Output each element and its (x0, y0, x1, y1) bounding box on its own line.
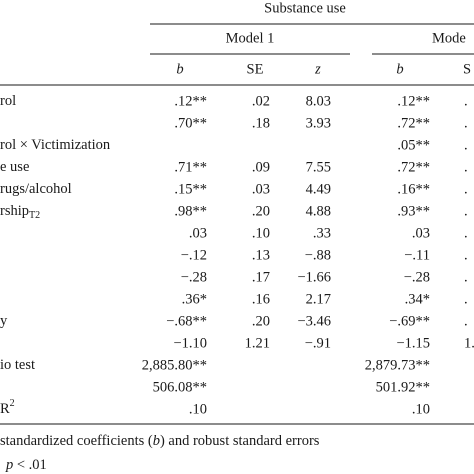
cell: −3.46 (297, 313, 331, 329)
cell: −1.15 (396, 335, 430, 351)
cell: .16 (252, 291, 270, 307)
label-subscript: T2 (29, 210, 40, 221)
cell: .03 (189, 225, 207, 241)
cell: 1.21 (245, 335, 270, 351)
cell: .93** (397, 203, 430, 219)
label-text: rship (0, 203, 29, 219)
cell: −.69** (389, 313, 430, 329)
cell: −.68** (166, 313, 207, 329)
cell: .12** (174, 93, 207, 109)
row-label: rugs/alcohol (0, 181, 72, 197)
cell: 2.17 (306, 291, 331, 307)
cell: .03 (412, 225, 430, 241)
label-text: rugs/alcohol (0, 181, 72, 197)
cell: . (464, 159, 468, 175)
footnote: standardized coefficients (b) and robust… (0, 433, 320, 449)
cell: 2,885.80** (142, 357, 207, 373)
cell: . (464, 115, 468, 131)
cell: −.88 (305, 247, 331, 263)
model-header: Mode (432, 30, 466, 46)
column-header: b (176, 61, 183, 77)
cell: −1.10 (173, 335, 207, 351)
cell: .03 (252, 181, 270, 197)
cell: 4.88 (306, 203, 331, 219)
footnote-part: standardized coefficients ( (0, 433, 153, 449)
cell: .05** (397, 137, 430, 153)
cell: −.91 (305, 335, 331, 351)
cell: . (464, 93, 468, 109)
cell: .72** (397, 159, 430, 175)
cell: −.28 (404, 269, 430, 285)
row-label: rol (0, 93, 16, 109)
model-header: Model 1 (226, 30, 275, 46)
cell: .12** (397, 93, 430, 109)
column-header: b (396, 61, 403, 77)
cell: .72** (397, 115, 430, 131)
cell: .10 (252, 225, 270, 241)
cell: .15** (174, 181, 207, 197)
cell: .70** (174, 115, 207, 131)
row-label: rshipT2 (0, 203, 40, 221)
cell: .13 (252, 247, 270, 263)
cell: .18 (252, 115, 270, 131)
label-text: y (0, 313, 8, 329)
footnote-part: ) and robust standard errors (160, 433, 320, 449)
label-text: io test (0, 357, 35, 373)
cell: . (464, 203, 468, 219)
cell: . (464, 269, 468, 285)
cell: .20 (252, 203, 270, 219)
cell: 4.49 (306, 181, 331, 197)
cell: .16** (397, 181, 430, 197)
cell: .02 (252, 93, 270, 109)
footnote-part: b (153, 433, 160, 449)
cell: 2,879.73** (365, 357, 430, 373)
column-header: SE (247, 61, 264, 77)
cell: −.11 (404, 247, 430, 263)
row-label: io test (0, 357, 35, 373)
cell: .33 (313, 225, 331, 241)
cell: .20 (252, 313, 270, 329)
cell: .10 (412, 401, 430, 417)
column-header: z (314, 61, 321, 77)
label-text: R (0, 401, 10, 417)
row-label: e use (0, 159, 29, 175)
cell: .10 (189, 401, 207, 417)
cell: . (464, 247, 468, 263)
cell: 7.55 (306, 159, 331, 175)
cell: . (464, 291, 468, 307)
cell: 506.08** (153, 379, 207, 395)
cell: 3.93 (306, 115, 331, 131)
column-header: S (463, 61, 471, 77)
cell: . (464, 313, 468, 329)
cell: .71** (174, 159, 207, 175)
cell: . (464, 137, 468, 153)
cell: −.28 (181, 269, 207, 285)
group-header: Substance use (264, 0, 346, 16)
cell: .09 (252, 159, 270, 175)
label-text: rol × Victimization (0, 137, 111, 153)
row-label: rol × Victimization (0, 137, 111, 153)
cell: .36* (182, 291, 207, 307)
cell: −.12 (181, 247, 207, 263)
cell: . (464, 225, 468, 241)
footnote-part: p (5, 457, 13, 473)
cell: . (464, 181, 468, 197)
cell: 501.92** (376, 379, 430, 395)
footnote-part: < .01 (13, 457, 47, 473)
label-text: e use (0, 159, 29, 175)
cell: 1.2 (464, 335, 474, 351)
cell: .34* (405, 291, 430, 307)
footnote: p < .01 (5, 457, 47, 473)
cell: .17 (252, 269, 270, 285)
cell: .98** (174, 203, 207, 219)
cell: 8.03 (306, 93, 331, 109)
row-label: R2 (0, 398, 15, 417)
cell: −1.66 (297, 269, 331, 285)
row-label: y (0, 313, 8, 329)
label-text: rol (0, 93, 16, 109)
label-superscript: 2 (10, 398, 15, 409)
